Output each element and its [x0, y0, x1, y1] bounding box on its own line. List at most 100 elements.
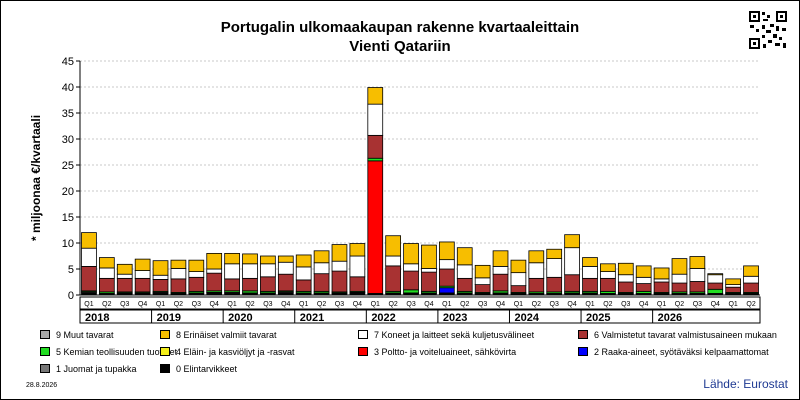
bar-stack	[546, 248, 563, 296]
year-label: 2018	[85, 312, 109, 324]
bar-segment	[403, 263, 419, 272]
legend-item: 3 Poltto- ja voiteluaineet, sähkövirta	[358, 347, 516, 357]
x-tick-label: Q1	[514, 301, 523, 308]
bar-segment	[206, 268, 223, 274]
bar-stack	[260, 255, 276, 296]
bar-segment	[600, 271, 616, 279]
bar-segment	[725, 286, 742, 293]
bar-stack	[349, 243, 366, 296]
bar-stack	[743, 265, 759, 296]
bar-segment	[564, 234, 580, 249]
bar-segment	[492, 273, 509, 292]
bar-segment	[600, 277, 616, 292]
legend-swatch	[578, 330, 588, 339]
bar-stack	[206, 252, 223, 296]
x-tick-label: Q3	[120, 301, 129, 308]
legend-swatch	[160, 364, 170, 373]
bar-segment	[653, 267, 670, 280]
bar-stack	[617, 262, 634, 296]
x-tick-label: Q4	[711, 301, 720, 308]
bar-segment	[403, 270, 419, 291]
bar-segment	[689, 281, 706, 293]
bar-stack	[510, 259, 527, 296]
legend-swatch	[160, 330, 170, 339]
bar-segment	[188, 259, 205, 273]
y-tick-label: 40	[62, 82, 74, 94]
bar-segment	[81, 247, 97, 267]
x-tick-label: Q3	[478, 301, 487, 308]
bar-segment	[295, 266, 312, 281]
bar-segment	[492, 265, 509, 275]
bar-segment	[188, 276, 205, 292]
bar-segment	[277, 261, 294, 275]
bar-segment	[277, 273, 294, 292]
x-tick-label: Q1	[728, 301, 737, 308]
bar-stack	[331, 244, 348, 296]
bar-segment	[242, 263, 258, 279]
source-label: Lähde: Eurostat	[703, 377, 788, 391]
bar-segment	[474, 277, 491, 285]
legend-label: 2 Raaka-aineet, syötäväksi kelpaamattoma…	[594, 347, 769, 357]
bar-segment	[403, 289, 419, 294]
bar-segment	[385, 255, 402, 267]
bar-segment	[224, 252, 240, 265]
bar-segment	[617, 274, 634, 283]
bar-segment	[349, 255, 366, 278]
bar-segment	[582, 257, 598, 267]
y-tick-label: 30	[62, 134, 74, 146]
bar-segment	[653, 281, 670, 293]
bar-segment	[385, 235, 402, 257]
x-tick-label: Q1	[299, 301, 308, 308]
x-tick-label: Q4	[496, 301, 505, 308]
bar-segment	[528, 262, 545, 279]
bar-segment	[134, 277, 151, 293]
bar-segment	[188, 271, 205, 278]
bar-segment	[600, 263, 616, 272]
year-strip	[79, 309, 761, 324]
bar-segment	[403, 243, 419, 265]
legend-item: 0 Elintarvikkeet	[160, 364, 237, 374]
bar-segment	[671, 258, 688, 275]
bar-segment	[260, 263, 276, 278]
bar-segment	[689, 256, 706, 269]
bar-segment	[743, 282, 759, 293]
bar-segment	[528, 277, 545, 293]
bar-stack	[385, 235, 402, 296]
legend-item: 4 Eläin- ja kasviöljyt ja -rasvat	[160, 347, 295, 357]
bar-segment	[510, 259, 527, 274]
bar-stack	[653, 267, 670, 296]
bar-segment	[617, 262, 634, 276]
bar-stack	[421, 244, 437, 296]
bar-segment	[528, 250, 545, 264]
bar-segment	[98, 257, 115, 269]
legend-swatch	[358, 347, 368, 356]
bar-stack	[564, 234, 580, 296]
quarter-strip	[79, 296, 761, 310]
legend-label: 4 Eläin- ja kasviöljyt ja -rasvat	[176, 347, 295, 357]
bar-segment	[367, 134, 384, 159]
bar-segment	[474, 264, 491, 279]
legend-swatch	[40, 364, 50, 373]
x-tick-label: Q3	[550, 301, 559, 308]
legend-item: 8 Erinäiset valmiit tavarat	[160, 330, 277, 340]
bar-stack	[403, 243, 419, 296]
bar-segment	[170, 268, 187, 280]
chart-title: Portugalin ulkomaakaupan rakenne kvartaa…	[0, 18, 800, 56]
bar-stack	[725, 278, 742, 296]
bar-segment	[743, 275, 759, 284]
bar-stack	[456, 247, 473, 296]
legend-label: 8 Erinäiset valmiit tavarat	[176, 330, 277, 340]
bar-segment	[617, 281, 634, 293]
legend-label: 0 Elintarvikkeet	[176, 364, 238, 374]
x-tick-label: Q3	[335, 301, 344, 308]
bar-segment	[116, 263, 133, 275]
legend-swatch	[578, 347, 588, 356]
year-label: 2022	[371, 312, 395, 324]
bar-segment	[438, 268, 455, 287]
bar-segment	[438, 259, 455, 270]
x-tick-label: Q4	[639, 301, 648, 308]
bar-segment	[206, 272, 223, 292]
bar-stack	[367, 87, 384, 296]
legend-item: 1 Juomat ja tupakka	[40, 364, 137, 374]
bar-stack	[98, 257, 115, 296]
